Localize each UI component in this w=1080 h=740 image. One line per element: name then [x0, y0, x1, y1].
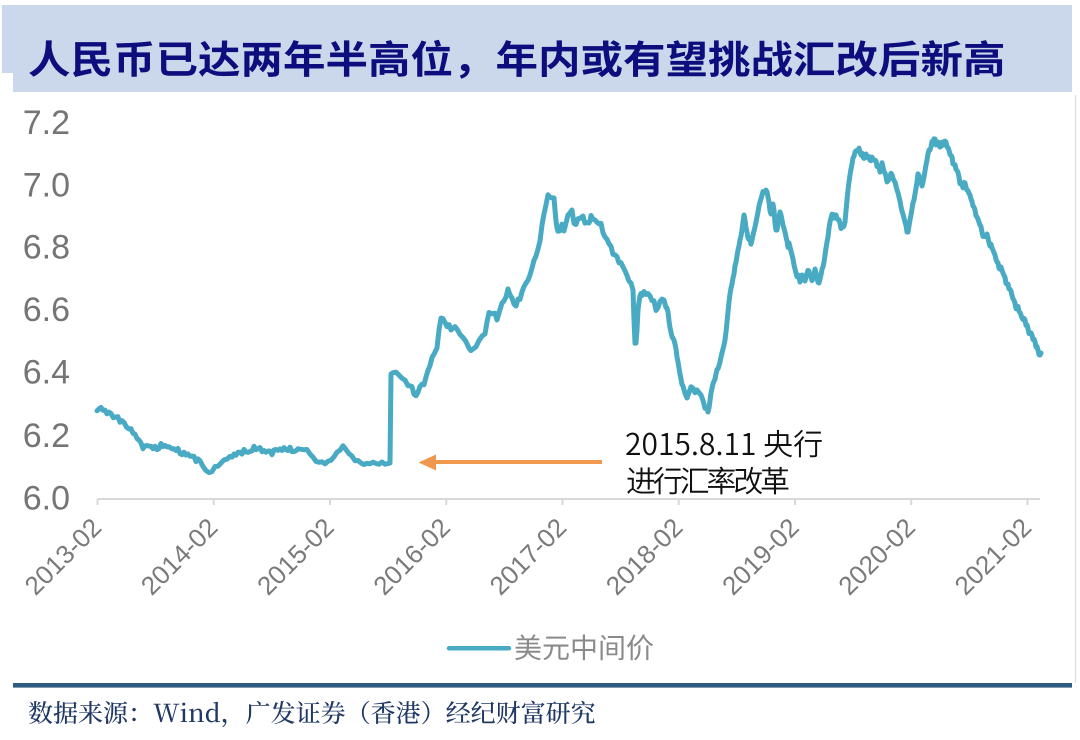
svg-text:6.0: 6.0 [23, 479, 70, 517]
svg-text:6.2: 6.2 [23, 417, 70, 455]
svg-text:6.6: 6.6 [23, 291, 70, 329]
svg-text:6.4: 6.4 [23, 354, 70, 392]
svg-text:6.8: 6.8 [23, 229, 70, 267]
svg-text:7.0: 7.0 [23, 166, 70, 204]
svg-text:7.2: 7.2 [23, 104, 70, 142]
